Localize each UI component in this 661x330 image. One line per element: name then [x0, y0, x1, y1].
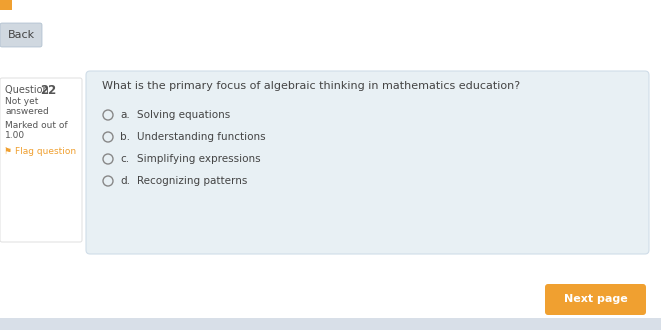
FancyBboxPatch shape — [86, 71, 649, 254]
FancyBboxPatch shape — [0, 318, 661, 330]
Text: Recognizing patterns: Recognizing patterns — [137, 176, 247, 186]
Text: answered: answered — [5, 108, 49, 116]
Text: 1.00: 1.00 — [5, 130, 25, 140]
FancyBboxPatch shape — [0, 0, 12, 10]
FancyBboxPatch shape — [0, 23, 42, 47]
Text: Not yet: Not yet — [5, 97, 38, 107]
Text: Simplifying expressions: Simplifying expressions — [137, 154, 260, 164]
Text: d.: d. — [120, 176, 130, 186]
Text: Back: Back — [7, 30, 34, 40]
Text: Marked out of: Marked out of — [5, 120, 67, 129]
Text: ⚑ Flag question: ⚑ Flag question — [4, 148, 76, 156]
Text: Understanding functions: Understanding functions — [137, 132, 266, 142]
Text: 22: 22 — [40, 83, 56, 96]
Text: b.: b. — [120, 132, 130, 142]
FancyBboxPatch shape — [545, 284, 646, 315]
Text: a.: a. — [120, 110, 130, 120]
Text: Question: Question — [5, 85, 52, 95]
Text: What is the primary focus of algebraic thinking in mathematics education?: What is the primary focus of algebraic t… — [102, 81, 520, 91]
FancyBboxPatch shape — [0, 78, 82, 242]
Text: c.: c. — [120, 154, 129, 164]
Text: Next page: Next page — [564, 294, 628, 304]
Text: Solving equations: Solving equations — [137, 110, 230, 120]
